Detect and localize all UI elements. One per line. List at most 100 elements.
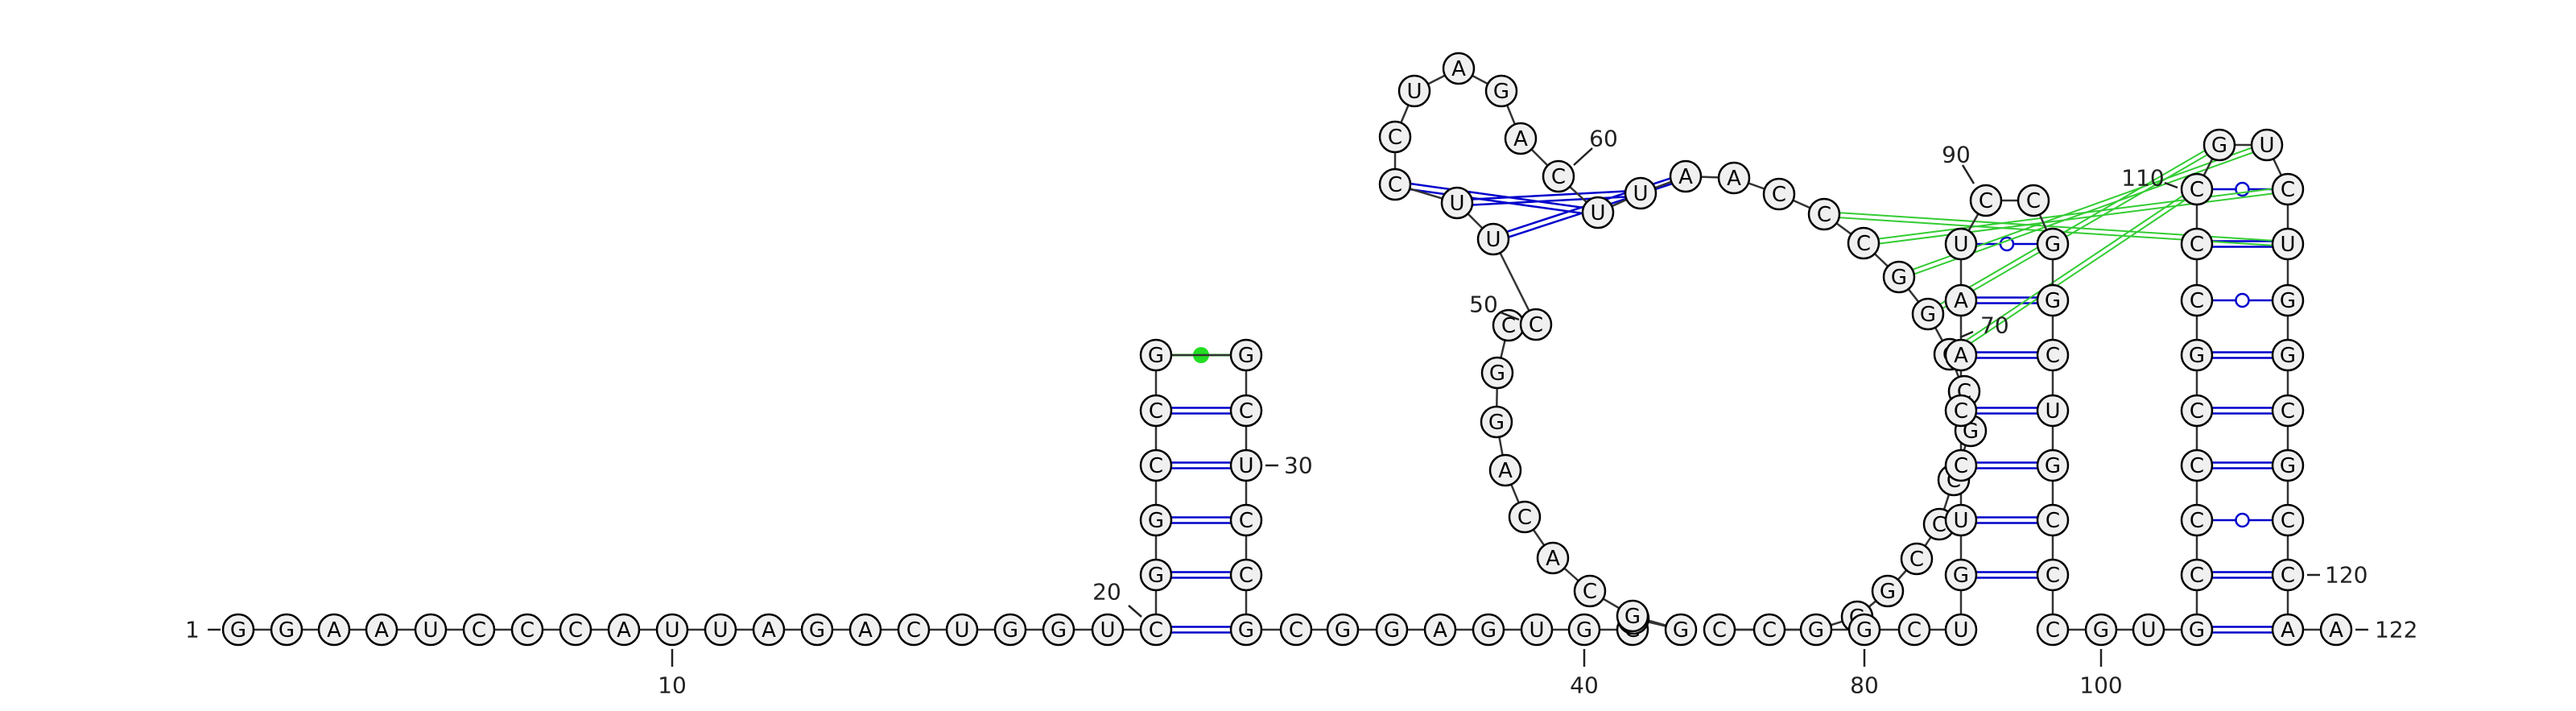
- nucleotide-circle: [2271, 338, 2305, 372]
- nucleotide-circle: [704, 613, 737, 647]
- nucleotide: G: [1480, 405, 1513, 439]
- nucleotide-letter: U: [1953, 618, 1968, 643]
- nucleotide-circle: [2180, 172, 2214, 206]
- nucleotide: U: [1397, 74, 1431, 108]
- wobble-pair-marker: [2235, 512, 2250, 528]
- nucleotide-letter: C: [2281, 509, 2295, 533]
- nucleotide-circle: [1669, 159, 1703, 193]
- position-tick: [2164, 181, 2178, 189]
- position-label-90: 90: [1942, 142, 1971, 168]
- nucleotide: C: [2036, 503, 2070, 537]
- nucleotide-letter: U: [1953, 233, 1968, 257]
- position-tick: [1959, 330, 1974, 339]
- nucleotide: C: [2036, 338, 2070, 372]
- nucleotide-letter: G: [1953, 564, 1969, 588]
- nucleotide-circle: [897, 613, 931, 647]
- nucleotide-circle: [1484, 74, 1518, 108]
- nucleotide-circle: [1519, 308, 1553, 341]
- nucleotide-circle: [1480, 356, 1514, 390]
- nucleotide-letter: A: [1451, 57, 1466, 81]
- nucleotide: C: [1944, 449, 1978, 482]
- nucleotide: C: [1229, 558, 1263, 592]
- nucleotide-letter: C: [2190, 289, 2204, 313]
- nucleotide-letter: U: [1406, 80, 1422, 104]
- nucleotide-circle: [1900, 542, 1934, 576]
- nucleotide-circle: [2250, 128, 2284, 162]
- nucleotide-letter: G: [1238, 344, 1254, 368]
- nucleotide: U: [1440, 186, 1474, 220]
- position-label-60: 60: [1589, 126, 1618, 152]
- nucleotide-circle: [2036, 613, 2070, 647]
- nucleotide-circle: [1664, 613, 1698, 647]
- nucleotide-circle: [2180, 613, 2214, 647]
- canonical-base-pair: [1472, 190, 1625, 200]
- nucleotide-letter: U: [1590, 201, 1605, 225]
- nucleotide-circle: [1042, 613, 1075, 647]
- nucleotide: G: [1139, 558, 1173, 592]
- nucleotide-letter: C: [568, 618, 583, 643]
- nucleotide: U: [414, 613, 448, 647]
- nucleotide-letter: C: [1817, 203, 1831, 227]
- position-label-80: 80: [1850, 672, 1879, 699]
- nucleotide-letter: C: [1289, 618, 1303, 643]
- nucleotide-letter: A: [1954, 344, 1968, 368]
- nucleotide: A: [317, 613, 351, 647]
- nucleotide-circle: [1442, 52, 1476, 85]
- nucleotide: C: [2180, 227, 2214, 261]
- nucleotide-letter: C: [2190, 564, 2204, 588]
- nucleotide-circle: [2132, 613, 2165, 647]
- nucleotide: C: [1229, 394, 1263, 428]
- nucleotide: U: [1581, 196, 1615, 229]
- nucleotide: C: [2180, 449, 2214, 482]
- nucleotide: A: [848, 613, 882, 647]
- nucleotide-letter: C: [1239, 399, 1253, 424]
- nucleotide-circle: [1229, 613, 1263, 647]
- nucleotide-circle: [1139, 338, 1173, 372]
- nucleotide: G: [1871, 574, 1905, 608]
- nucleotide-letter: U: [2045, 399, 2060, 424]
- nucleotide-letter: C: [520, 618, 535, 643]
- nucleotide-circle: [1472, 613, 1505, 647]
- nucleotide: C: [1519, 308, 1553, 341]
- nucleotide: G: [1882, 260, 1916, 294]
- nucleotide-circle: [1944, 338, 1978, 372]
- nucleotide: C: [2180, 394, 2214, 428]
- position-label-40: 40: [1570, 672, 1599, 699]
- nucleotide-circle: [1139, 394, 1173, 428]
- nucleotide: G: [1847, 613, 1881, 647]
- nucleotide-letter: A: [1546, 547, 1560, 571]
- nucleotide: G: [1616, 599, 1649, 633]
- nucleotide-letter: U: [1238, 454, 1253, 478]
- nucleotide: U: [1229, 449, 1263, 482]
- nucleotide-letter: G: [1856, 618, 1872, 643]
- nucleotide-circle: [1944, 449, 1978, 482]
- nucleotide-circle: [2271, 613, 2305, 647]
- nucleotide-circle: [1326, 613, 1360, 647]
- nucleotide: C: [1139, 394, 1173, 428]
- nucleotide-circle: [1944, 227, 1978, 261]
- nucleotide-letter: C: [2281, 178, 2295, 202]
- nucleotide: U: [704, 613, 737, 647]
- nucleotide-letter: U: [664, 618, 679, 643]
- pseudoknot-link: [1951, 190, 2199, 358]
- nucleotide-circle: [1847, 226, 1880, 260]
- nucleotide: G: [2084, 613, 2118, 647]
- nucleotide-circle: [510, 613, 544, 647]
- nucleotide: G: [2202, 128, 2236, 162]
- nucleotide-letter: C: [1856, 232, 1871, 256]
- nucleotide: G: [1229, 338, 1263, 372]
- nucleotide-circle: [1139, 503, 1173, 537]
- nucleotide-letter: A: [617, 618, 631, 643]
- nucleotide-letter: G: [1480, 618, 1496, 643]
- nucleotide-circle: [1911, 297, 1945, 331]
- nucleotide-letter: A: [858, 618, 873, 643]
- nucleotide: A: [1488, 453, 1522, 487]
- nucleotide-letter: A: [1727, 167, 1741, 191]
- nucleotide: U: [1520, 613, 1554, 647]
- nucleotide: G: [1480, 356, 1514, 390]
- nucleotide: A: [1442, 52, 1476, 85]
- nucleotide-circle: [1581, 196, 1615, 229]
- nucleotide-circle: [1229, 449, 1263, 482]
- nucleotide-letter: C: [1149, 618, 1163, 643]
